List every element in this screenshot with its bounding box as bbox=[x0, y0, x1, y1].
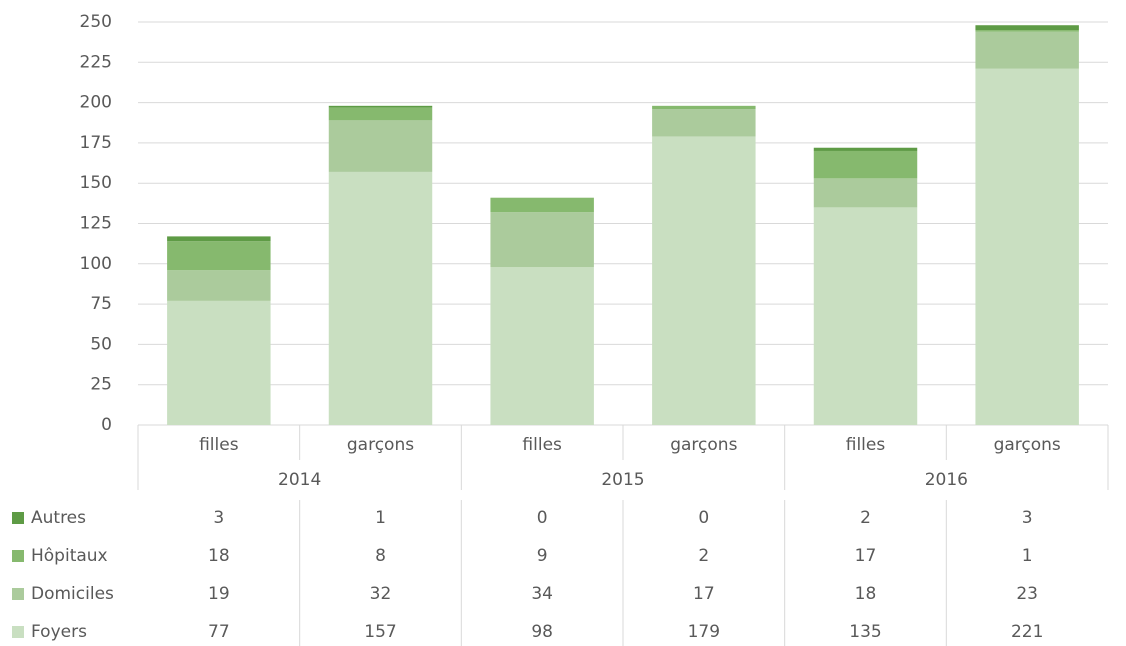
bar-segment bbox=[813, 207, 918, 425]
table-value: 0 bbox=[537, 508, 548, 528]
legend-swatch bbox=[12, 550, 24, 562]
bar-segment bbox=[652, 105, 756, 110]
bar-segment bbox=[975, 31, 1079, 69]
group-label: 2016 bbox=[925, 470, 968, 490]
bar-segment bbox=[328, 105, 433, 108]
x-tick-label: garçons bbox=[994, 435, 1061, 455]
legend-label: Autres bbox=[31, 508, 86, 528]
bar-segment bbox=[167, 270, 271, 301]
table-value: 221 bbox=[1011, 622, 1043, 642]
bar-segment bbox=[328, 120, 433, 172]
legend-label: Foyers bbox=[31, 622, 87, 642]
bar-segment bbox=[490, 267, 594, 425]
y-tick-label: 200 bbox=[80, 93, 112, 113]
y-tick-label: 75 bbox=[90, 294, 112, 314]
legend-label: Domiciles bbox=[31, 584, 114, 604]
table-value: 1 bbox=[1022, 546, 1033, 566]
y-tick-label: 50 bbox=[90, 334, 112, 354]
bar-segment bbox=[813, 178, 918, 208]
table-value: 19 bbox=[208, 584, 230, 604]
table-value: 18 bbox=[208, 546, 230, 566]
table-value: 1 bbox=[375, 508, 386, 528]
table-value: 2 bbox=[698, 546, 709, 566]
y-tick-label: 150 bbox=[80, 173, 112, 193]
bar-segment bbox=[813, 150, 918, 179]
table-value: 17 bbox=[693, 584, 715, 604]
table-value: 17 bbox=[855, 546, 877, 566]
x-tick-label: filles bbox=[522, 435, 562, 455]
y-tick-label: 225 bbox=[80, 52, 112, 72]
bar-segment bbox=[490, 197, 594, 213]
table-value: 0 bbox=[698, 508, 709, 528]
y-tick-label: 250 bbox=[80, 12, 112, 32]
legend-label: Hôpitaux bbox=[31, 546, 108, 566]
x-tick-label: garçons bbox=[670, 435, 737, 455]
table-value: 3 bbox=[213, 508, 224, 528]
bar-segment bbox=[813, 147, 918, 151]
table-value: 34 bbox=[531, 584, 553, 604]
table-value: 18 bbox=[855, 584, 877, 604]
table-value: 3 bbox=[1022, 508, 1033, 528]
bar-segment bbox=[975, 30, 1079, 32]
group-label: 2014 bbox=[278, 470, 321, 490]
legend-swatch bbox=[12, 626, 24, 638]
y-tick-label: 125 bbox=[80, 214, 112, 234]
table-value: 179 bbox=[688, 622, 720, 642]
bar-segment bbox=[328, 171, 433, 425]
y-tick-label: 0 bbox=[101, 415, 112, 435]
table-value: 135 bbox=[849, 622, 881, 642]
legend-swatch bbox=[12, 512, 24, 524]
bar-segment bbox=[490, 212, 594, 268]
table-value: 77 bbox=[208, 622, 230, 642]
y-tick-label: 100 bbox=[80, 254, 112, 274]
bar-segment bbox=[328, 107, 433, 121]
x-tick-label: filles bbox=[199, 435, 239, 455]
y-tick-label: 175 bbox=[80, 133, 112, 153]
table-value: 8 bbox=[375, 546, 386, 566]
bar-segment bbox=[167, 241, 271, 271]
table-value: 9 bbox=[537, 546, 548, 566]
table-value: 98 bbox=[531, 622, 553, 642]
x-tick-label: garçons bbox=[347, 435, 414, 455]
table-value: 157 bbox=[364, 622, 396, 642]
bar-segment bbox=[975, 25, 1079, 31]
legend-swatch bbox=[12, 588, 24, 600]
group-label: 2015 bbox=[601, 470, 644, 490]
bar-segment bbox=[652, 136, 756, 425]
bar-segment bbox=[652, 109, 756, 137]
bar-segment bbox=[975, 68, 1079, 426]
table-value: 23 bbox=[1016, 584, 1038, 604]
bar-segment bbox=[167, 300, 271, 425]
x-tick-label: filles bbox=[846, 435, 886, 455]
table-value: 2 bbox=[860, 508, 871, 528]
y-tick-label: 25 bbox=[90, 375, 112, 395]
bar-segment bbox=[167, 236, 271, 242]
table-value: 32 bbox=[370, 584, 392, 604]
